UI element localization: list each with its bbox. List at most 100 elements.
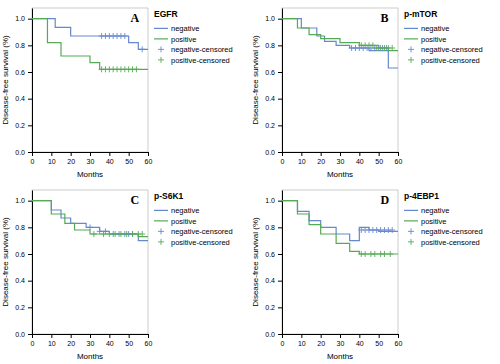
panel: 01020304050600.00.20.40.60.81.0MonthsDis… — [251, 190, 483, 361]
tick-label: 0.4 — [15, 277, 25, 284]
tick: 0.0 — [265, 331, 282, 338]
legend-title: p-4EBP1 — [404, 191, 439, 201]
legend-item: positive-censored — [158, 56, 230, 65]
legend-label: positive — [171, 217, 196, 226]
tick-label: 0.6 — [265, 69, 275, 76]
tick-mark — [148, 152, 149, 156]
tick: 0.0 — [15, 149, 32, 156]
legend-label: negative-censored — [421, 45, 483, 54]
legend: p-4EBP1negativepositivenegative-censored… — [404, 191, 483, 247]
tick: 60 — [145, 152, 153, 165]
tick-mark — [282, 152, 283, 156]
tick-mark — [398, 152, 399, 156]
tick: 30 — [337, 152, 345, 165]
tick: 0.4 — [15, 277, 32, 284]
x-axis-title: Months — [77, 352, 103, 361]
tick-mark — [28, 99, 32, 100]
tick-label: 0 — [281, 340, 285, 347]
legend-item: negative-censored — [158, 45, 233, 54]
tick-label: 0.8 — [265, 42, 275, 49]
censored-mark — [130, 231, 136, 237]
tick-label: 0.2 — [15, 122, 25, 129]
tick: 1.0 — [265, 197, 282, 204]
tick-mark — [379, 152, 380, 156]
tick-mark — [109, 334, 110, 338]
tick-mark — [109, 152, 110, 156]
legend-label: negative-censored — [171, 227, 233, 236]
tick-label: 0.0 — [265, 149, 275, 156]
y-axis-title: Disease-free survival (%) — [251, 217, 260, 307]
tick-label: 0 — [281, 158, 285, 165]
tick-mark — [28, 307, 32, 308]
tick-label: 20 — [317, 340, 325, 347]
tick-mark — [278, 125, 282, 126]
axis-line — [32, 191, 33, 335]
y-axis-title: Disease-free survival (%) — [251, 35, 260, 125]
tick: 0.4 — [15, 95, 32, 102]
tick-label: 50 — [375, 340, 383, 347]
tick-label: 0.8 — [15, 224, 25, 231]
tick: 0 — [31, 152, 35, 165]
censored-mark — [112, 231, 118, 237]
legend-item: positive — [154, 217, 196, 226]
tick-label: 20 — [67, 158, 75, 165]
tick: 40 — [106, 152, 114, 165]
panel: 01020304050600.00.20.40.60.81.0MonthsDis… — [251, 8, 483, 179]
tick-label: 10 — [298, 340, 306, 347]
legend-label: positive — [421, 35, 446, 44]
tick-mark — [148, 334, 149, 338]
x-axis-title: Months — [327, 170, 353, 179]
tick-mark — [51, 334, 52, 338]
legend-title: EGFR — [154, 9, 178, 19]
tick: 0 — [281, 334, 285, 347]
tick-label: 0.2 — [265, 122, 275, 129]
tick-label: 50 — [125, 158, 133, 165]
censored-mark — [381, 251, 387, 257]
tick: 10 — [48, 334, 56, 347]
legend-swatch — [408, 239, 414, 245]
censored-mark — [139, 46, 145, 52]
tick: 60 — [145, 334, 153, 347]
tick-mark — [301, 152, 302, 156]
legend-swatch — [408, 228, 414, 234]
tick: 20 — [67, 152, 75, 165]
tick: 1.0 — [265, 15, 282, 22]
x-axis-title: Months — [77, 170, 103, 179]
tick: 0.0 — [15, 331, 32, 338]
tick-label: 0.6 — [15, 251, 25, 258]
tick-mark — [129, 334, 130, 338]
tick-label: 30 — [337, 340, 345, 347]
tick-label: 0.0 — [15, 331, 25, 338]
tick-label: 0 — [31, 340, 35, 347]
tick: 30 — [87, 152, 95, 165]
censored-mark — [91, 231, 97, 237]
tick-label: 0.8 — [15, 42, 25, 49]
tick-mark — [359, 152, 360, 156]
plot-area — [282, 201, 398, 257]
tick-mark — [278, 19, 282, 20]
axis-line — [282, 9, 283, 153]
legend-swatch — [158, 239, 164, 245]
tick: 1.0 — [15, 15, 32, 22]
tick-mark — [90, 152, 91, 156]
censored-mark — [133, 66, 139, 72]
legend-item: positive — [404, 35, 446, 44]
tick-label: 0.0 — [265, 331, 275, 338]
tick-mark — [28, 227, 32, 228]
tick-mark — [340, 152, 341, 156]
legend-label: negative-censored — [171, 45, 233, 54]
legend: p-mTORnegativepositivenegative-censoredp… — [404, 9, 483, 65]
legend-item: positive-censored — [408, 238, 480, 247]
legend-label: negative-censored — [421, 227, 483, 236]
plot-frame — [32, 8, 148, 152]
tick-mark — [28, 254, 32, 255]
tick-mark — [90, 334, 91, 338]
plot-frame — [282, 190, 398, 334]
tick: 0.6 — [15, 69, 32, 76]
tick: 30 — [337, 334, 345, 347]
tick-mark — [278, 307, 282, 308]
censored-mark — [387, 251, 393, 257]
legend-label: positive — [171, 35, 196, 44]
plot-frame — [32, 190, 148, 334]
tick-mark — [28, 125, 32, 126]
